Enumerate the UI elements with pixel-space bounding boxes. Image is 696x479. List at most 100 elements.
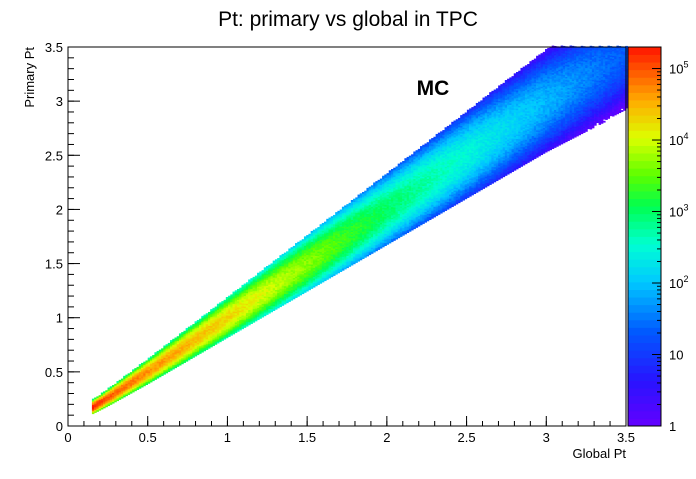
heatmap-cell xyxy=(440,143,443,146)
heatmap-cell xyxy=(406,200,410,203)
heatmap-cell xyxy=(377,226,381,229)
heatmap-cell xyxy=(192,334,195,337)
heatmap-cell xyxy=(422,150,425,153)
heatmap-cell xyxy=(379,219,383,222)
heatmap-cell xyxy=(431,171,434,174)
heatmap-cell xyxy=(239,293,242,296)
heatmap-cell xyxy=(411,217,414,220)
heatmap-cell xyxy=(299,293,303,296)
heatmap-cell xyxy=(154,364,157,367)
heatmap-cell xyxy=(147,368,151,371)
heatmap-cell xyxy=(437,181,441,183)
heatmap-cell xyxy=(288,259,291,261)
heatmap-cell xyxy=(422,144,425,147)
heatmap-cell xyxy=(261,309,265,312)
heatmap-cell xyxy=(277,305,280,307)
heatmap-cell xyxy=(299,245,303,247)
heatmap-cell xyxy=(250,320,253,323)
heatmap-cell xyxy=(341,209,345,212)
heatmap-cell xyxy=(420,196,423,198)
heatmap-cell xyxy=(377,181,381,184)
heatmap-cell xyxy=(141,368,144,371)
heatmap-cell xyxy=(406,181,410,183)
heatmap-cell xyxy=(355,245,358,248)
heatmap-cell xyxy=(279,297,282,300)
heatmap-cell xyxy=(424,181,428,184)
heatmap-cell xyxy=(415,212,419,215)
heatmap-cell xyxy=(393,222,396,225)
heatmap-cell xyxy=(437,146,441,149)
heatmap-cell xyxy=(165,371,169,374)
heatmap-cell xyxy=(440,152,443,155)
heatmap-cell xyxy=(254,313,258,316)
heatmap-cell xyxy=(297,264,300,267)
heatmap-cell xyxy=(417,156,421,159)
heatmap-cell xyxy=(317,269,320,272)
heatmap-cell xyxy=(413,156,416,158)
heatmap-cell xyxy=(328,253,332,256)
heatmap-cell xyxy=(353,209,356,212)
heatmap-cell xyxy=(303,240,307,243)
heatmap-cell xyxy=(393,195,396,197)
heatmap-cell xyxy=(435,168,439,171)
heatmap-cell xyxy=(377,211,381,214)
heatmap-cell xyxy=(341,268,345,271)
heatmap-cell xyxy=(165,353,169,356)
heatmap-cell xyxy=(125,382,128,384)
heatmap-cell xyxy=(321,225,325,228)
heatmap-cell xyxy=(402,211,405,213)
heatmap-cell xyxy=(402,171,405,174)
heatmap-cell xyxy=(402,198,405,201)
heatmap-cell xyxy=(386,182,390,185)
heatmap-cell xyxy=(165,366,169,369)
heatmap-cell xyxy=(393,216,396,219)
heatmap-cell xyxy=(321,277,325,280)
heatmap-cell xyxy=(395,166,398,169)
heatmap-cell xyxy=(183,332,186,335)
heatmap-cell xyxy=(437,175,441,177)
heatmap-cell xyxy=(391,212,394,215)
heatmap-cell xyxy=(428,160,432,163)
heatmap-cell xyxy=(332,258,336,261)
heatmap-cell xyxy=(346,213,349,216)
heatmap-cell xyxy=(295,288,298,291)
heatmap-cell xyxy=(353,251,356,254)
heatmap-cell xyxy=(277,300,280,303)
heatmap-cell xyxy=(205,345,209,347)
heatmap-cell xyxy=(295,259,298,262)
heatmap-cell xyxy=(330,237,334,240)
heatmap-cell xyxy=(399,235,403,237)
heatmap-cell xyxy=(332,248,336,251)
heatmap-cell xyxy=(404,196,407,198)
heatmap-cell xyxy=(424,155,428,158)
heatmap-cell xyxy=(319,265,323,267)
heatmap-cell xyxy=(341,226,345,229)
heatmap-cell xyxy=(373,185,376,188)
heatmap-cell xyxy=(170,344,173,347)
heatmap-cell xyxy=(377,191,381,194)
heatmap-cell xyxy=(435,167,439,170)
heatmap-cell xyxy=(109,390,113,393)
heatmap-cell xyxy=(103,395,106,398)
heatmap-cell xyxy=(397,201,401,204)
heatmap-cell xyxy=(279,262,282,265)
heatmap-cell xyxy=(330,216,334,219)
heatmap-cell xyxy=(261,303,265,306)
heatmap-cell xyxy=(243,300,247,303)
heatmap-cell xyxy=(404,200,407,203)
heatmap-cell xyxy=(344,225,347,227)
heatmap-cell xyxy=(201,329,204,332)
heatmap-cell xyxy=(388,202,392,204)
heatmap-cell xyxy=(297,273,300,276)
heatmap-cell xyxy=(397,175,401,178)
heatmap-cell xyxy=(388,176,392,179)
heatmap-cell xyxy=(152,376,155,379)
heatmap-cell xyxy=(435,133,439,136)
heatmap-cell xyxy=(138,376,142,379)
heatmap-cell xyxy=(138,386,142,389)
heatmap-cell xyxy=(212,344,215,347)
heatmap-cell xyxy=(391,187,394,190)
heatmap-cell xyxy=(382,193,385,196)
heatmap-cell xyxy=(248,323,251,326)
heatmap-cell xyxy=(422,211,425,214)
